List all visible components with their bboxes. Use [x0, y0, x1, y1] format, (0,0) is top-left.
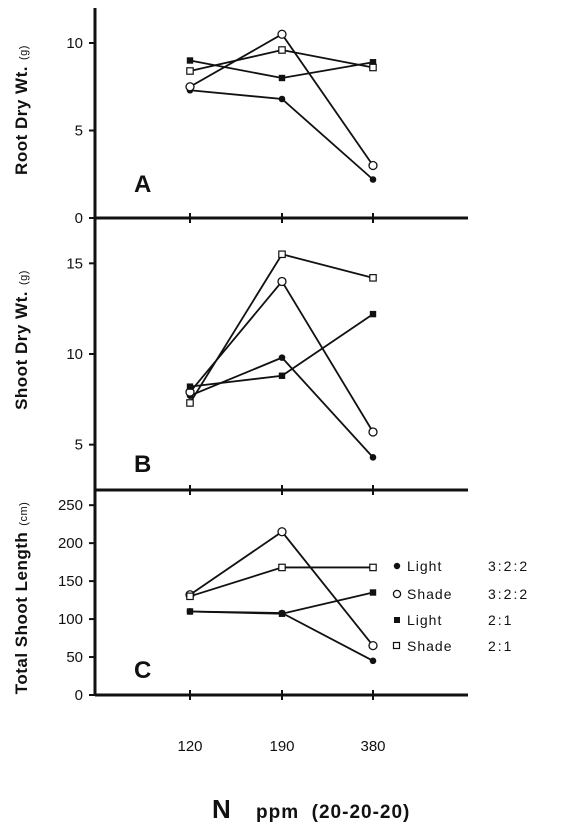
- data-point-filled-square: [278, 74, 286, 82]
- series-line-open-circle: [189, 530, 374, 647]
- legend-marker-filled-circle: [393, 562, 401, 570]
- x-axis-title: N ppm (20-20-20): [212, 794, 410, 824]
- x-tick-label: 120: [177, 738, 202, 755]
- panel-letter: C: [134, 657, 151, 684]
- y-tick-label: 10: [66, 346, 83, 363]
- data-point-open-circle: [368, 160, 378, 171]
- data-point-filled-square: [369, 310, 377, 318]
- y-tick-label: 50: [66, 649, 83, 666]
- legend-label-3: Light: [407, 612, 442, 628]
- legend-ratio-3: 2:1: [488, 612, 513, 628]
- data-point-open-circle: [185, 82, 195, 92]
- legend-item-4: Shade 2:1: [392, 638, 513, 654]
- legend-marker-open-square: [392, 641, 401, 650]
- data-point-open-square: [278, 46, 286, 54]
- data-point-filled-square: [369, 59, 377, 66]
- data-point-open-square: [369, 274, 377, 282]
- data-point-open-circle: [368, 427, 378, 437]
- data-point-filled-square: [186, 57, 194, 64]
- data-point-open-square: [186, 67, 194, 75]
- legend-item-2: Shade 3:2:2: [392, 586, 529, 602]
- x-axis-title-main: N: [212, 794, 231, 824]
- chart-panels: 0 5 10 A Root Dry Wt. (g) 5 10 15 B Shoot Dry Wt. (…: [12, 8, 468, 755]
- data-point-open-circle: [368, 640, 378, 651]
- legend-ratio-1: 3:2:2: [488, 558, 529, 574]
- data-point-filled-square: [278, 610, 286, 617]
- data-point-filled-circle: [278, 95, 286, 103]
- x-tick-label: 190: [269, 738, 294, 755]
- data-point-open-circle: [277, 29, 287, 39]
- y-axis-label-text: Shoot Dry Wt.: [12, 291, 31, 410]
- x-axis-title-rest: ppm (20-20-20): [256, 802, 410, 823]
- x-tick-label: 380: [360, 738, 385, 755]
- series-line-open-square: [189, 566, 373, 598]
- data-point-filled-circle: [278, 354, 286, 361]
- panel-a: 0 5 10 A Root Dry Wt. (g): [12, 8, 468, 227]
- data-point-open-circle: [277, 527, 287, 537]
- y-tick-label: 15: [66, 255, 83, 272]
- legend-marker-filled-square: [394, 617, 400, 623]
- series-line-filled-circle: [189, 89, 374, 181]
- data-point-filled-circle: [369, 657, 377, 665]
- data-point-filled-circle: [369, 176, 377, 183]
- series-line-open-square: [189, 253, 374, 404]
- y-axis-label-text: Total Shoot Length: [12, 532, 31, 695]
- panel-letter: A: [134, 171, 151, 198]
- data-point-filled-square: [186, 383, 194, 390]
- legend-marker-open-circle: [392, 589, 402, 599]
- y-tick-label: 0: [75, 210, 83, 227]
- y-tick-label: 200: [58, 535, 83, 552]
- legend-ratio-4: 2:1: [488, 638, 513, 654]
- legend-label-4: Shade: [407, 638, 452, 654]
- y-axis-label: Root Dry Wt. (g): [12, 45, 31, 175]
- panel-c: 0 50 100 150 200 250 C Total Shoot Length (cm): [12, 490, 468, 704]
- y-tick-label: 250: [58, 497, 83, 514]
- data-point-filled-square: [278, 372, 286, 379]
- legend-item-3: Light 2:1: [394, 612, 513, 628]
- data-point-filled-square: [369, 589, 377, 596]
- legend-label-2: Shade: [407, 586, 452, 602]
- y-axis-label-unit: (cm): [18, 502, 30, 526]
- legend-ratio-2: 3:2:2: [488, 586, 529, 602]
- y-tick-label: 0: [75, 687, 83, 704]
- y-axis-label-unit: (g): [18, 270, 30, 285]
- data-point-filled-circle: [369, 454, 377, 461]
- data-point-open-square: [369, 563, 377, 572]
- data-point-open-circle: [277, 276, 287, 287]
- data-point-open-square: [369, 63, 377, 72]
- y-tick-label: 5: [75, 123, 83, 140]
- panel-b: 5 10 15 B Shoot Dry Wt. (g): [12, 218, 468, 495]
- y-tick-label: 100: [58, 611, 83, 628]
- data-point-open-square: [186, 592, 194, 601]
- y-axis-label: Shoot Dry Wt. (g): [12, 270, 31, 410]
- y-axis-label-text: Root Dry Wt.: [12, 66, 31, 175]
- legend-item-1: Light 3:2:2: [393, 558, 529, 574]
- y-tick-label: 150: [58, 573, 83, 590]
- legend-label-1: Light: [407, 558, 442, 574]
- panel-letter: B: [134, 451, 151, 478]
- data-point-open-square: [278, 563, 286, 572]
- data-point-open-square: [278, 250, 286, 259]
- legend: Light 3:2:2 Shade 3:2:2 Light 2:1 Shade …: [392, 558, 529, 654]
- y-tick-label: 10: [66, 35, 83, 52]
- y-axis-label-unit: (g): [18, 45, 30, 60]
- y-tick-label: 5: [75, 437, 83, 454]
- data-point-filled-square: [186, 608, 194, 615]
- y-axis-label: Total Shoot Length (cm): [12, 502, 31, 695]
- series-line-filled-circle: [189, 610, 374, 662]
- data-point-open-square: [186, 399, 194, 407]
